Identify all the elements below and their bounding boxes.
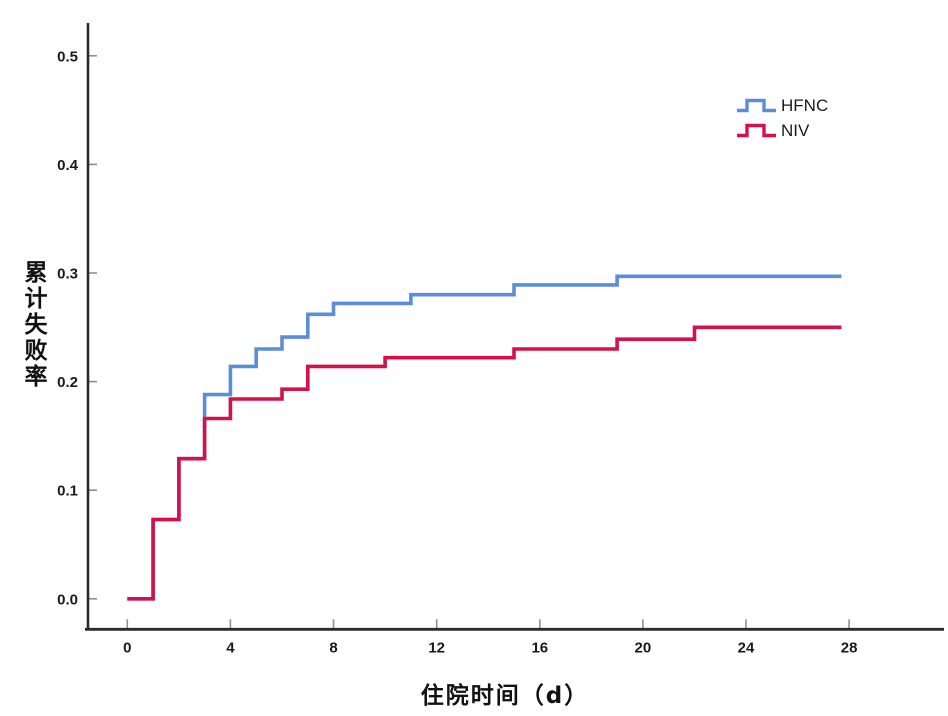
hfnc-step-icon — [737, 98, 776, 112]
y-tick-label: 0.5 — [57, 48, 78, 65]
niv-step-icon — [737, 123, 776, 137]
y-tick-label: 0.4 — [57, 157, 79, 174]
x-tick-label: 0 — [123, 639, 131, 656]
x-tick-label: 28 — [841, 639, 858, 656]
y-tick-label: 0.3 — [57, 266, 78, 283]
x-axis-title: 住院时间（d） — [420, 683, 590, 709]
legend: HFNC NIV — [736, 94, 828, 141]
x-tick-label: 20 — [635, 639, 652, 656]
legend-label-niv: NIV — [781, 120, 810, 140]
legend-item-hfnc: HFNC — [736, 94, 828, 116]
x-tick-label: 12 — [428, 639, 445, 656]
legend-item-niv: NIV — [736, 119, 828, 141]
x-tick-label: 24 — [738, 639, 755, 656]
y-tick-label: 0.2 — [57, 374, 78, 391]
hfnc-curve — [127, 274, 842, 601]
y-tick-label: 0.1 — [57, 483, 78, 500]
x-tick-label: 16 — [531, 639, 548, 656]
y-axis-title: 累计失败率 — [20, 260, 46, 390]
y-tick-label: 0.0 — [57, 591, 78, 608]
x-tick-label: 4 — [226, 639, 235, 656]
x-tick-label: 8 — [329, 639, 337, 656]
legend-label-hfnc: HFNC — [781, 95, 829, 115]
niv-curve — [127, 325, 842, 601]
